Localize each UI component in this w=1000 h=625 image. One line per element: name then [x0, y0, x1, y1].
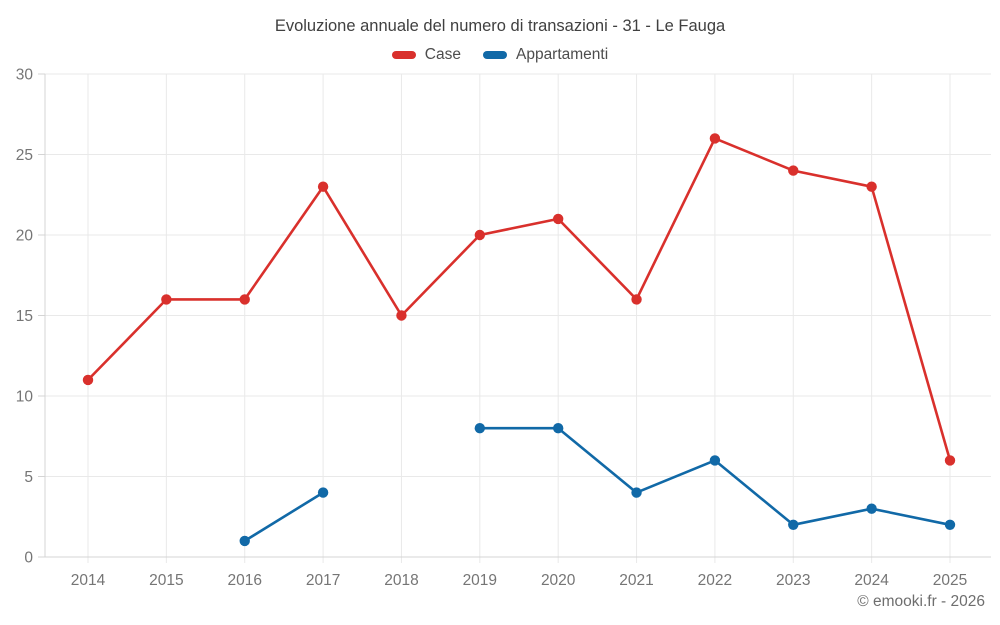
data-point-case-2024 — [866, 181, 877, 192]
y-axis-tick-label: 5 — [24, 469, 33, 486]
legend-swatch-case-icon — [391, 51, 416, 59]
x-axis-tick-label: 2024 — [854, 572, 889, 589]
data-point-case-2019 — [474, 229, 486, 241]
data-point-appartamenti-2020 — [552, 423, 564, 434]
data-point-case-2016 — [239, 294, 250, 305]
legend-label-appartamenti: Appartamenti — [515, 46, 609, 63]
data-point-case-2025 — [944, 455, 956, 466]
x-axis-tick-label: 2019 — [463, 572, 497, 589]
chart-legend: Case Appartamenti — [0, 46, 1000, 64]
legend-item-case[interactable]: Case — [391, 46, 461, 64]
copyright-watermark: © emooki.fr - 2026 — [857, 593, 985, 610]
data-point-case-2022 — [709, 133, 721, 144]
y-axis-tick-label: 15 — [16, 308, 33, 325]
data-point-appartamenti-2021 — [631, 487, 642, 498]
legend-swatch-appartamenti-icon — [482, 51, 507, 59]
legend-item-appartamenti[interactable]: Appartamenti — [482, 46, 609, 64]
data-point-case-2023 — [788, 165, 799, 176]
x-axis-tick-label: 2016 — [227, 572, 261, 589]
data-point-case-2014 — [82, 374, 94, 386]
data-point-case-2017 — [317, 181, 329, 192]
y-axis-tick-label: 10 — [16, 389, 34, 406]
x-axis-tick-label: 2022 — [698, 572, 732, 589]
x-axis-tick-label: 2021 — [619, 572, 653, 589]
x-axis-tick-label: 2020 — [541, 572, 576, 589]
y-axis-tick-label: 20 — [16, 228, 34, 245]
legend-label-case: Case — [424, 46, 461, 63]
x-axis-tick-label: 2025 — [933, 572, 967, 589]
data-point-appartamenti-2022 — [709, 455, 721, 466]
series-line-case — [86, 137, 952, 462]
data-point-case-2015 — [161, 294, 172, 305]
x-axis-tick-label: 2015 — [149, 572, 183, 589]
x-axis-tick-label: 2014 — [71, 572, 106, 589]
data-point-appartamenti-2016 — [239, 535, 250, 547]
y-axis-tick-label: 0 — [24, 550, 33, 567]
chart-title: Evoluzione annuale del numero di transaz… — [274, 17, 726, 35]
data-point-appartamenti-2023 — [788, 519, 799, 530]
y-axis-tick-label: 30 — [16, 67, 34, 84]
data-point-case-2020 — [552, 213, 564, 225]
x-axis-tick-label: 2018 — [384, 572, 418, 589]
data-point-case-2021 — [631, 294, 642, 305]
data-point-case-2018 — [396, 310, 407, 321]
data-point-appartamenti-2024 — [866, 503, 877, 514]
data-point-appartamenti-2017 — [317, 487, 329, 498]
x-axis-tick-label: 2017 — [306, 572, 340, 589]
y-axis-tick-label: 25 — [16, 147, 33, 164]
data-point-appartamenti-2019 — [474, 423, 486, 434]
data-point-appartamenti-2025 — [944, 519, 956, 530]
series-line-appartamenti — [243, 426, 952, 543]
x-axis-tick-label: 2023 — [776, 572, 810, 589]
